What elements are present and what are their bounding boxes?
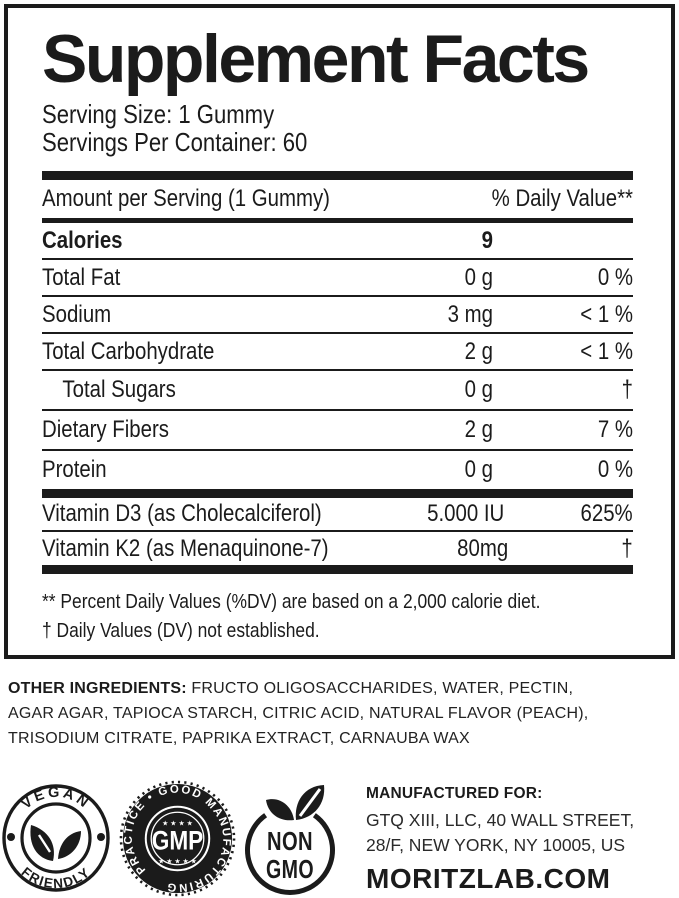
ingredients-label: OTHER INGREDIENTS: (8, 680, 187, 697)
row-dv: < 1 % (580, 300, 633, 328)
ingredients-line: OTHER INGREDIENTS: FRUCTO OLIGOSACCHARID… (8, 676, 676, 701)
row-amount: 0 g (464, 376, 493, 403)
row-amount: 2 g (464, 337, 493, 365)
manufacturer-address-line1: GTQ XIII, LLC, 40 WALL STREET, (366, 810, 635, 830)
divider-thick (42, 171, 633, 180)
facts-row-vitamin-d3: Vitamin D3 (as Cholecalciferol) 5.000 IU… (42, 498, 633, 532)
row-dv: † (621, 534, 633, 562)
vegan-leaf-left (30, 825, 54, 861)
row-dv: 7 % (597, 416, 633, 443)
row-label: Dietary Fibers (42, 416, 169, 443)
footnote-daily-values: ** Percent Daily Values (%DV) are based … (42, 590, 541, 613)
manufactured-for-label: MANUFACTURED FOR: (366, 785, 543, 802)
gmp-badge-icon: PRACTICE • GOOD MANUFACTURING ★ ★ ★ ★ GM… (119, 780, 236, 897)
non-gmo-badge-icon: NON GMO (245, 785, 335, 895)
gmp-center-text: GMP (152, 825, 204, 855)
footnotes: ** Percent Daily Values (%DV) are based … (42, 587, 633, 645)
row-dv: < 1 % (580, 337, 633, 365)
row-amount: 0 g (464, 456, 493, 483)
ingredients-text: FRUCTO OLIGOSACCHARIDES, WATER, PECTIN, (191, 680, 574, 697)
manufacturer-address-line2: 28/F, NEW YORK, NY 10005, US (366, 835, 626, 855)
facts-row-calories: Calories 9 (42, 223, 633, 260)
panel-title: Supplement Facts (42, 21, 590, 97)
facts-row-sodium: Sodium 3 mg < 1 % (42, 297, 633, 334)
daily-value-header: % Daily Value** (491, 185, 633, 212)
row-label: Sodium (42, 300, 112, 328)
svg-text:FRIENDLY: FRIENDLY (19, 864, 94, 891)
row-amount: 0 g (464, 263, 493, 291)
row-label: Vitamin D3 (as Cholecalciferol) (42, 500, 322, 527)
non-gmo-text-line1: NON (267, 826, 313, 856)
row-label: Total Fat (42, 263, 121, 291)
row-amount: 5.000 IU (427, 500, 505, 527)
facts-header-row: Amount per Serving (1 Gummy) % Daily Val… (42, 180, 633, 223)
manufacturer-website: MORITZLAB.COM (366, 863, 611, 894)
svg-text:VEGAN: VEGAN (19, 785, 94, 813)
ingredients-line: AGAR AGAR, TAPIOCA STARCH, CITRIC ACID, … (8, 705, 589, 722)
row-dv: 625% (580, 500, 633, 527)
divider-thick (42, 565, 633, 574)
vegan-badge-top-text: VEGAN (19, 785, 91, 813)
row-amount: 3 mg (447, 300, 493, 328)
footnote-dv-not-established: † Daily Values (DV) not established. (42, 619, 320, 642)
non-gmo-leaf-left (266, 799, 294, 821)
facts-row-total-fat: Total Fat 0 g 0 % (42, 260, 633, 297)
gmp-stars-bottom: ★ ★ ★ ★ ★ (158, 857, 197, 865)
row-label: Total Sugars (62, 376, 176, 403)
ingredients-line: TRISODIUM CITRATE, PAPRIKA EXTRACT, CARN… (8, 730, 470, 747)
row-label: Vitamin K2 (as Menaquinone-7) (42, 534, 329, 562)
other-ingredients: OTHER INGREDIENTS: FRUCTO OLIGOSACCHARID… (8, 676, 676, 751)
facts-row-dietary-fibers: Dietary Fibers 2 g 7 % (42, 411, 633, 451)
row-amount: 2 g (464, 416, 493, 443)
vegan-friendly-badge-icon: VEGAN FRIENDLY (2, 784, 110, 892)
row-amount: 80mg (457, 534, 509, 562)
row-amount: 9 (481, 226, 493, 254)
serving-size: Serving Size: 1 Gummy (42, 99, 275, 129)
row-dv: 0 % (597, 263, 633, 291)
row-label: Calories (42, 226, 123, 254)
facts-row-protein: Protein 0 g 0 % (42, 451, 633, 489)
row-label: Total Carbohydrate (42, 337, 215, 365)
amount-header: Amount per Serving (1 Gummy) (42, 185, 330, 212)
facts-row-total-sugars: Total Sugars 0 g † (42, 371, 633, 411)
servings-per-container: Servings Per Container: 60 (42, 127, 308, 157)
divider-thick (42, 489, 633, 498)
supplement-facts-panel: Supplement Facts Serving Size: 1 Gummy S… (4, 4, 675, 659)
row-dv: † (621, 376, 633, 403)
gmp-stars-top: ★ ★ ★ ★ (162, 820, 193, 828)
vegan-badge-bottom-text: FRIENDLY (19, 864, 92, 891)
facts-row-vitamin-k2: Vitamin K2 (as Menaquinone-7) 80mg † (42, 532, 633, 565)
facts-row-total-carbohydrate: Total Carbohydrate 2 g < 1 % (42, 334, 633, 371)
manufacturer-block: MANUFACTURED FOR: GTQ XIII, LLC, 40 WALL… (366, 785, 676, 895)
row-label: Protein (42, 456, 107, 483)
non-gmo-text-line2: GMO (266, 854, 314, 884)
row-dv: 0 % (597, 456, 633, 483)
vegan-leaf-right (58, 831, 81, 859)
